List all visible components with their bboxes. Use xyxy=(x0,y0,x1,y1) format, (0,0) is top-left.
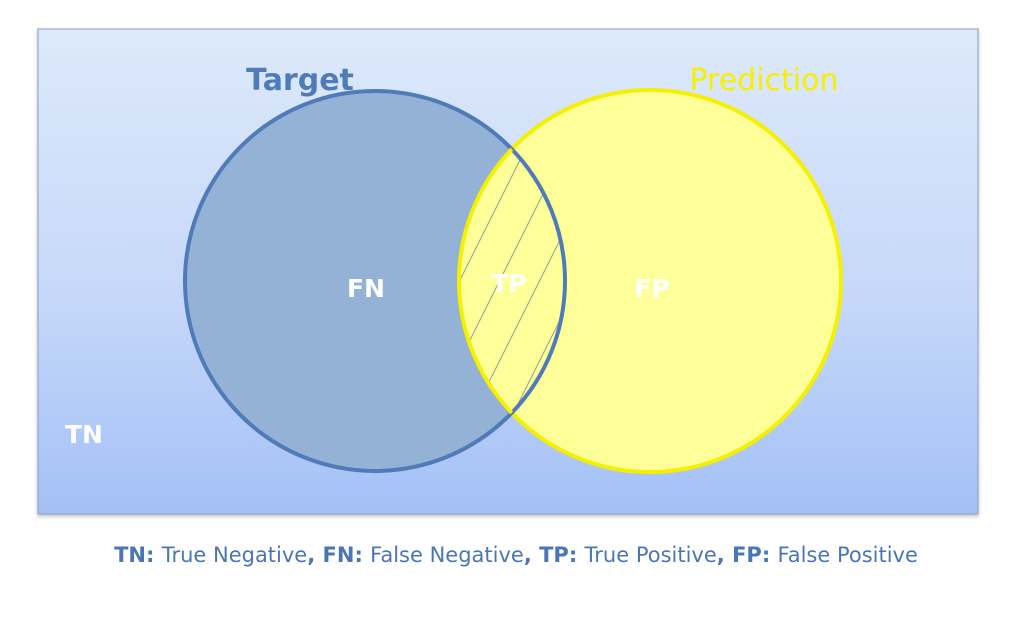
legend-item-fn: FN: False Negative, xyxy=(322,543,540,567)
legend-item-fp: FP: False Positive xyxy=(732,543,918,567)
fn-label: FN xyxy=(347,274,385,303)
prediction-label: Prediction xyxy=(689,63,838,98)
tp-label: TP xyxy=(491,269,526,298)
tn-label: TN xyxy=(65,420,103,449)
fp-label: FP xyxy=(634,274,669,303)
target-label: Target xyxy=(246,63,354,98)
target-circle xyxy=(185,91,565,471)
legend-caption: TN: True Negative, FN: False Negative, T… xyxy=(0,543,1032,567)
target-outline xyxy=(183,89,567,473)
legend-item-tn: TN: True Negative, xyxy=(114,543,323,567)
legend-item-tp: TP: True Positive, xyxy=(539,543,733,567)
